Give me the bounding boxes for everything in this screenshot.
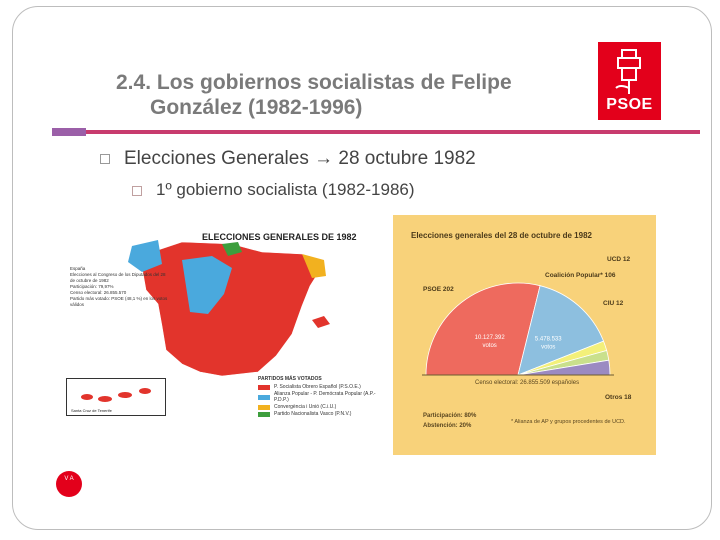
votes-label: votos [482, 343, 496, 349]
seat-label: CIU 12 [603, 300, 624, 307]
hemicycle-segment-coalici-n-popular- [517, 285, 605, 376]
title-divider [52, 128, 700, 136]
results-panel: Elecciones generales del 28 de octubre d… [393, 215, 656, 455]
votes-label: 10.127.392 [475, 335, 506, 341]
legend-heading: PARTIDOS MÁS VOTADOS [258, 376, 322, 382]
seat-label: Otros 18 [605, 394, 632, 401]
square-bullet-icon [100, 153, 110, 164]
legend-label: Partido Nacionalista Vasco (P.N.V.) [274, 411, 352, 417]
legend-label: Convergència i Unió (C.i.U.) [274, 404, 337, 410]
square-bullet-icon [132, 185, 142, 196]
logo-text: PSOE [606, 96, 653, 113]
title-line-1: 2.4. Los gobiernos socialistas de Felipe [116, 71, 512, 94]
legend-swatch [258, 394, 270, 400]
legend-label: P. Socialista Obrero Español (P.S.O.E.) [274, 384, 361, 390]
legend-label: Alianza Popular - P. Demócrata Popular (… [273, 391, 376, 403]
bullet-2-text: 1º gobierno socialista (1982-1986) [156, 180, 415, 199]
seat-label: PSOE 202 [423, 286, 454, 293]
legend-row: Convergència i Unió (C.i.U.) [258, 404, 390, 410]
seat-label: UCD 12 [607, 256, 631, 263]
corner-badge-text: V A [64, 476, 74, 482]
map-legend: PARTIDOS MÁS VOTADOS P. Socialista Obrer… [258, 376, 390, 418]
legend-row: Partido Nacionalista Vasco (P.N.V.) [258, 411, 390, 417]
canary-islands-graphic [81, 388, 151, 402]
castilla-ap [182, 256, 232, 314]
votes-label: 5.478.533 [535, 336, 562, 342]
seat-label: Coalición Popular* 106 [545, 272, 616, 279]
title-line-2: González (1982-1996) [150, 96, 363, 119]
canary-label: Santa Cruz de Tenerife [71, 408, 112, 413]
corner-badge: V A [56, 471, 82, 497]
legend-swatch [258, 404, 270, 410]
psoe-logo: PSOE [598, 42, 661, 120]
map-info-line: Censo electoral: 26.855.570 [70, 290, 127, 295]
map-info-line: Partido más votado: PSOE (48,1 %) en los… [70, 296, 168, 307]
participation-text: Participación: 80% [423, 413, 477, 419]
legend-swatch [258, 384, 270, 390]
balearic-psoe [312, 316, 330, 328]
divider-accent [52, 128, 86, 136]
spain-map-graphic [128, 240, 330, 377]
canary-islands-inset: Santa Cruz de Tenerife [66, 378, 166, 416]
abstention-text: Abstención: 20% [423, 423, 472, 429]
hemicycle-segment-psoe [425, 282, 541, 376]
galicia-ap [128, 240, 162, 272]
hemicycle-chart: PSOE 202 10.127.392 votos Coalición Popular… [422, 256, 632, 401]
bullet-1-text: Elecciones Generales → 28 octubre 1982 [124, 148, 476, 169]
legend-row: P. Socialista Obrero Español (P.S.O.E.) [258, 384, 390, 390]
map-title: ELECCIONES GENERALES DE 1982 [202, 232, 357, 242]
legend-swatch [258, 411, 270, 417]
slide-title: 2.4. Los gobiernos socialistas de Felipe… [116, 70, 512, 120]
catalonia-ciu [302, 254, 326, 278]
votes-label: votos [541, 344, 555, 350]
rose-fist-icon [615, 49, 641, 94]
legend-row: Alianza Popular - P. Demócrata Popular (… [258, 391, 390, 403]
spain-mainland-psoe [139, 241, 321, 377]
census-text: Censo electoral: 26.855.509 españoles [475, 380, 580, 386]
election-map: ELECCIONES GENERALES DE 1982 España Elec… [62, 216, 390, 430]
map-info-line: Elecciones al Congreso de los Diputados … [70, 272, 166, 283]
bullet-level-2: 1º gobierno socialista (1982-1986) [132, 180, 415, 200]
panel-title: Elecciones generales del 28 de octubre d… [411, 231, 592, 240]
map-info: España Elecciones al Congreso de los Dip… [70, 266, 170, 308]
map-info-line: Participación: 79,97% [70, 284, 114, 289]
footnote-text: * Alianza de AP y grupos procedentes de … [511, 419, 626, 425]
basque-pnv [222, 242, 242, 256]
slide-frame [12, 6, 712, 530]
map-info-line: España [70, 266, 86, 271]
bullet-level-1: Elecciones Generales → 28 octubre 1982 [100, 148, 476, 170]
